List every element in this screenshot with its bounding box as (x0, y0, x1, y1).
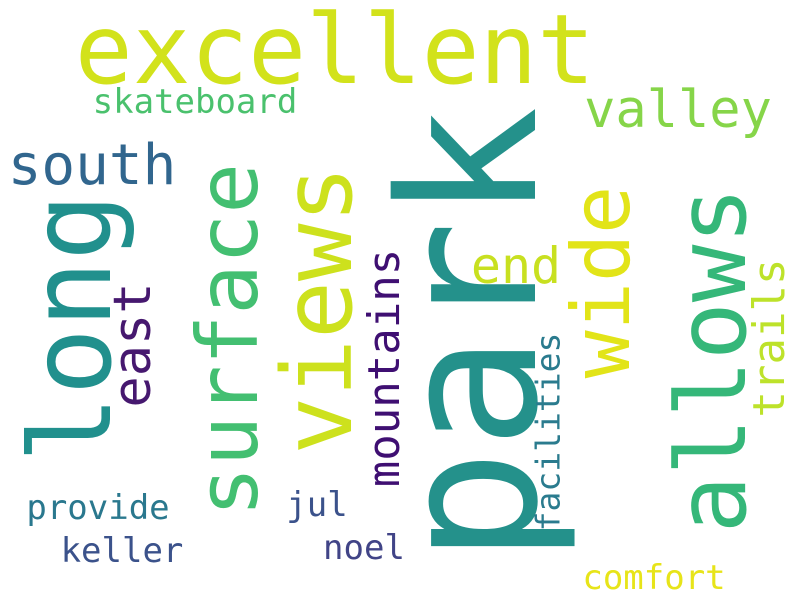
word-trails: trails (744, 258, 795, 418)
word-facilities: facilities (528, 332, 568, 532)
word-jul: jul (286, 485, 348, 525)
word-skateboard: skateboard (92, 82, 298, 122)
word-south: south (7, 133, 177, 198)
word-excellent: excellent (74, 0, 596, 106)
word-end: end (470, 237, 562, 295)
word-provide: provide (26, 488, 170, 528)
word-noel: noel (323, 528, 405, 568)
word-valley: valley (584, 80, 772, 140)
word-mountains: mountains (359, 248, 410, 488)
word-wide: wide (555, 185, 648, 379)
word-keller: keller (60, 531, 184, 571)
word-comfort: comfort (582, 558, 726, 598)
word-surface: surface (179, 162, 277, 518)
word-views: views (262, 165, 374, 455)
word-east: east (103, 282, 163, 408)
